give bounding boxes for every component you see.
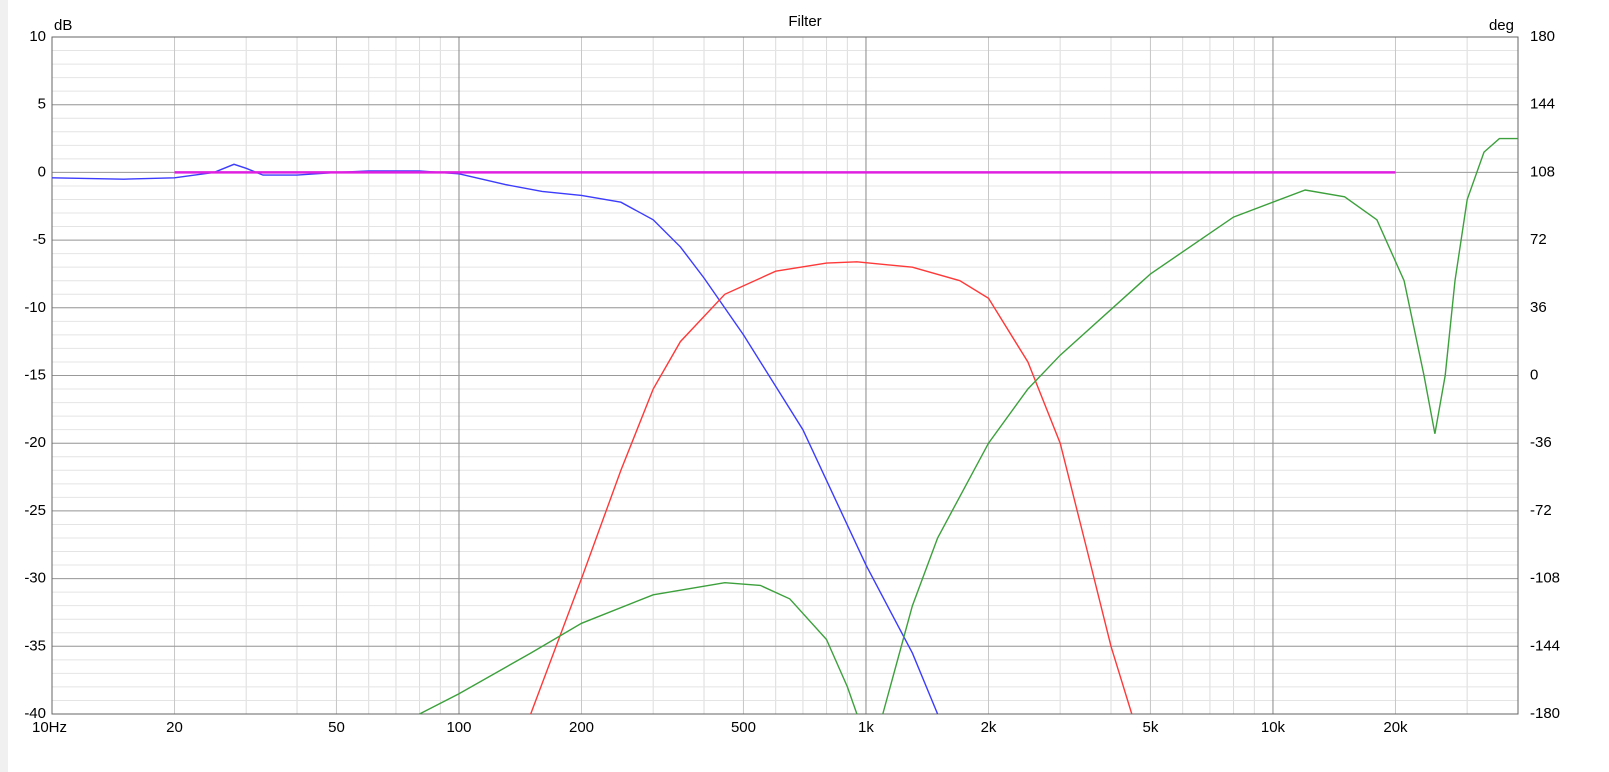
y-tick-label: 10 (29, 28, 46, 45)
y-tick-label: -10 (24, 299, 46, 316)
x-tick-label: 100 (446, 719, 471, 736)
x-tick-label: 200 (569, 719, 594, 736)
x-tick-label: 5k (1143, 719, 1159, 736)
y-tick-label: -20 (24, 434, 46, 451)
y2-tick-label: -36 (1530, 434, 1552, 451)
y2-tick-label: -180 (1530, 705, 1560, 722)
y2-tick-label: 108 (1530, 163, 1555, 180)
y2-tick-label: 0 (1530, 366, 1538, 383)
x-tick-label: 20 (166, 719, 183, 736)
x-tick-label: 50 (328, 719, 345, 736)
y2-tick-label: 72 (1530, 231, 1547, 248)
series-line (51, 163, 939, 715)
y-tick-label: -35 (24, 637, 46, 654)
y2-tick-label: -72 (1530, 502, 1552, 519)
y2-axis-label: deg (1489, 17, 1514, 34)
background (8, 0, 1609, 772)
y-tick-label: -15 (24, 366, 46, 383)
y-tick-label: -40 (24, 705, 46, 722)
y2-tick-label: -144 (1530, 637, 1560, 654)
x-tick-label: 2k (981, 719, 997, 736)
plot-frame (51, 36, 1519, 715)
y-axis-label: dB (54, 17, 72, 34)
x-tick-label: 20k (1383, 719, 1408, 736)
y2-tick-label: 144 (1530, 96, 1555, 113)
y-tick-label: 0 (38, 163, 46, 180)
y-tick-label: -5 (33, 231, 46, 248)
series-line (419, 137, 1518, 715)
x-tick-label: 10k (1261, 719, 1286, 736)
y-tick-label: -30 (24, 570, 46, 587)
x-tick-label: 500 (731, 719, 756, 736)
y-tick-label: 5 (38, 96, 46, 113)
y-tick-label: -25 (24, 502, 46, 519)
x-tick-label: 1k (858, 719, 874, 736)
chart-title: Filter (788, 13, 821, 30)
series-line (530, 261, 1133, 715)
x-tick-label: 10Hz (32, 719, 67, 736)
y2-tick-label: 180 (1530, 28, 1555, 45)
y2-tick-label: 36 (1530, 299, 1547, 316)
y2-tick-label: -108 (1530, 570, 1560, 587)
